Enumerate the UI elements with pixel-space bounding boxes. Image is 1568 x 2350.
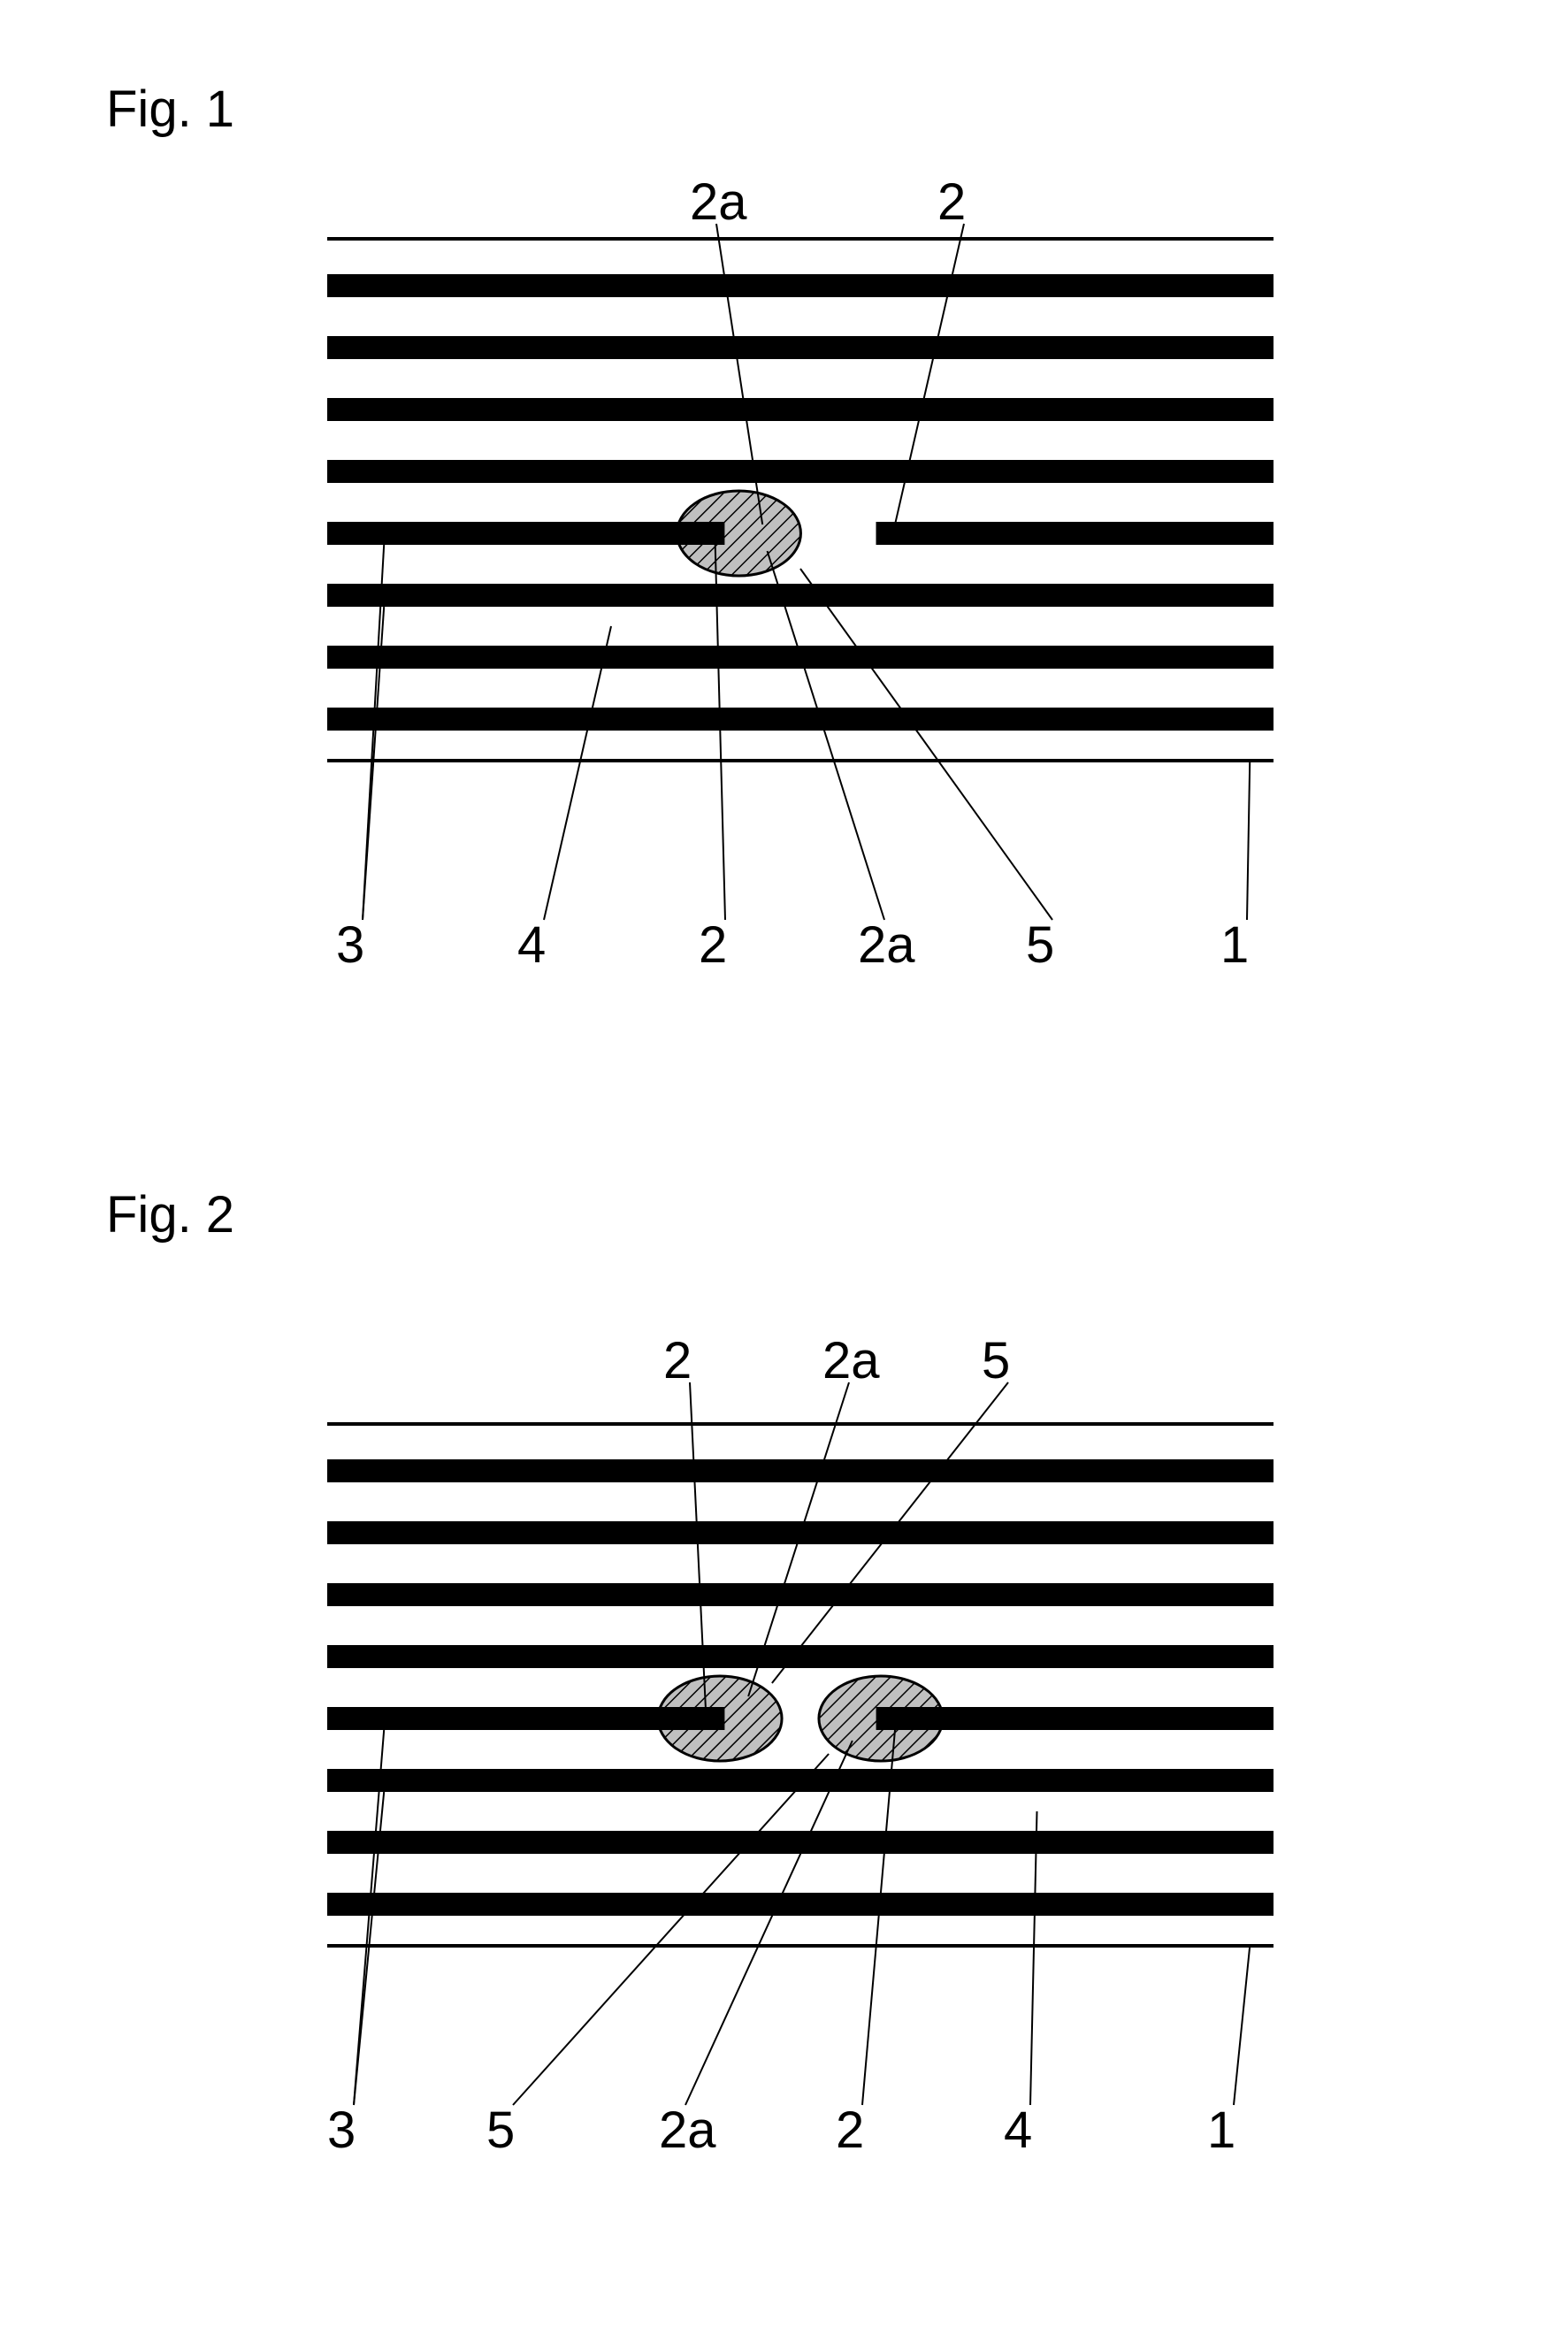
conductor-bar (327, 1769, 1274, 1792)
figure-title: Fig. 2 (106, 1185, 234, 1244)
conductor-bar (327, 1831, 1274, 1854)
fig1-diagram (0, 62, 1568, 1026)
conductor-bar (327, 1459, 1274, 1482)
conductor-bar (327, 1893, 1274, 1916)
conductor-bar (327, 336, 1274, 359)
conductor-bar (327, 398, 1274, 421)
conductor-bar (327, 584, 1274, 607)
conductor-bar (327, 460, 1274, 483)
fig2-diagram (0, 1247, 1568, 2211)
conductor-bar (327, 274, 1274, 297)
conductor-bar (327, 1583, 1274, 1606)
conductor-bar (327, 708, 1274, 731)
conductor-bar (327, 1645, 1274, 1668)
